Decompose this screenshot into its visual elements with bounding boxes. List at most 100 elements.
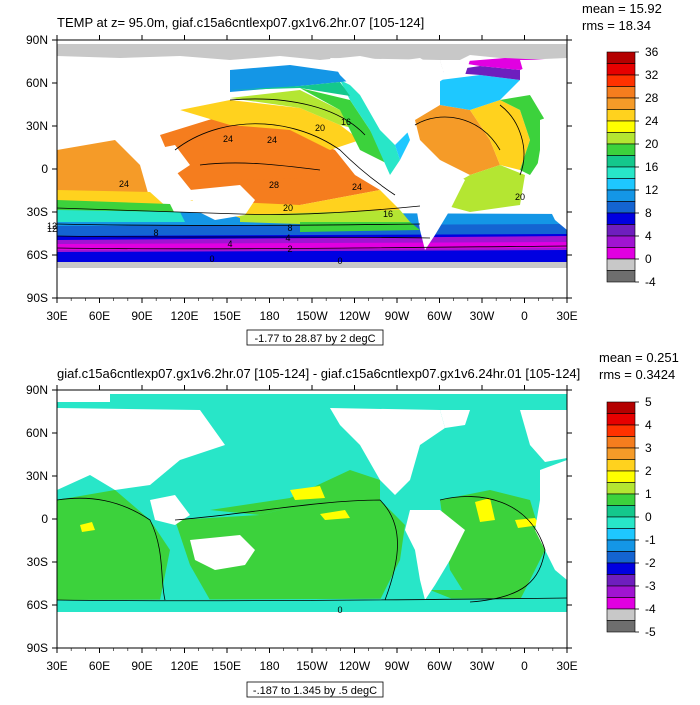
colorbar: 36 32 28 24 20 16 12 8 4 0 -4 [606,45,659,289]
colorbar-label: 1 [645,487,652,501]
contour-label: 12 [47,221,57,231]
longitude-labels: 30E 60E 90E 120E 150E 180 150W 120W 90W 60W 30W 0 30… [46,659,577,673]
lat-label: 30S [27,555,48,569]
colorbar-swatch [606,516,636,529]
colorbar-label: -4 [645,602,656,616]
map-field [57,390,567,648]
latitude-labels: 90N 60N 30N 0 30S 60S 90S [26,33,48,305]
contour-label: 20 [515,192,525,202]
lon-label: 90E [131,309,152,323]
contour-label: 0 [337,256,342,266]
colorbar-swatch [606,51,636,64]
colorbar-label: -4 [645,275,656,289]
lon-label: 0 [521,659,528,673]
colorbar-label: 2 [645,464,652,478]
lat-label: 60N [26,426,48,440]
contour-label: 16 [341,117,351,127]
colorbar-swatch [606,424,636,437]
difference-panel: giaf.c15a6cntlexp07.gx1v6.2hr.07 [105-12… [0,350,700,700]
longitude-labels: 30E 60E 90E 120E 150E 180 150W 120W 90W 60W 30W 0 30… [46,309,577,323]
colorbar-label: -1 [645,533,656,547]
colorbar-label: 12 [645,183,659,197]
map-field [57,40,567,298]
contour-label: 4 [227,239,232,249]
contour-label: 0 [209,254,214,264]
contour-info-box: -1.77 to 28.87 by 2 degC [246,329,384,346]
colorbar-label: 20 [645,137,659,151]
contour-label: 0 [337,605,342,615]
lat-label: 0 [41,162,48,176]
lon-label: 150E [213,659,241,673]
colorbar-swatch [606,247,636,260]
temperature-map-figure: TEMP at z= 95.0m, giaf.c15a6cntlexp07.gx… [26,1,662,346]
lon-label: 150W [296,309,328,323]
colorbar-swatch [606,155,636,168]
contour-label: 24 [119,179,129,189]
contour-label: 20 [315,123,325,133]
lon-label: 120E [170,309,198,323]
contour-label: 8 [287,223,292,233]
lon-label: 30E [556,659,577,673]
colorbar-swatch [606,86,636,99]
contour-label: 20 [283,203,293,213]
lon-label: 150W [296,659,328,673]
colorbar-swatch [606,459,636,472]
lon-label: 30W [470,659,495,673]
colorbar-swatch [606,574,636,587]
colorbar-swatch [606,413,636,426]
colorbar-swatch [606,235,636,248]
contour-info: -1.77 to 28.87 by 2 degC [254,333,375,345]
colorbar-swatch [606,505,636,518]
axis-ticks [52,35,572,303]
colorbar-swatch [606,608,636,621]
colorbar-label: 0 [645,510,652,524]
lon-label: 180 [259,309,279,323]
colorbar-swatch [606,620,636,633]
lat-label: 30N [26,119,48,133]
map-title: giaf.c15a6cntlexp07.gx1v6.2hr.07 [105-12… [57,366,580,381]
colorbar-label: -5 [645,625,656,639]
lon-label: 0 [521,309,528,323]
colorbar-swatch [606,447,636,460]
lon-label: 30E [556,309,577,323]
colorbar-swatch [606,201,636,214]
colorbar-label: -2 [645,556,656,570]
colorbar-swatch [606,270,636,283]
colorbar-swatch [606,551,636,564]
lat-label: 0 [41,512,48,526]
colorbar-swatch [606,132,636,145]
lon-label: 120W [339,309,371,323]
latitude-labels: 90N 60N 30N 0 30S 60S 90S [26,383,48,655]
lat-label: 60S [27,248,48,262]
rms-value: rms = 18.34 [582,18,651,33]
contour-info-box: -.187 to 1.345 by .5 degC [246,681,384,698]
colorbar-label: 36 [645,45,659,59]
colorbar-swatch [606,166,636,179]
lon-label: 30W [470,309,495,323]
colorbar-swatch [606,539,636,552]
colorbar-swatch [606,97,636,110]
colorbar-label: 24 [645,114,659,128]
colorbar-swatch [606,120,636,133]
lon-label: 60W [427,659,452,673]
contour-label: 24 [223,134,233,144]
colorbar-swatch [606,63,636,76]
difference-map-figure: giaf.c15a6cntlexp07.gx1v6.2hr.07 [105-12… [26,350,679,698]
lat-label: 30S [27,205,48,219]
colorbar-label: -3 [645,579,656,593]
lat-label: 90N [26,383,48,397]
mean-value: mean = 15.92 [582,1,662,16]
contour-labels: 0 [337,605,342,615]
colorbar-swatch [606,482,636,495]
lon-label: 30E [46,309,67,323]
colorbar-swatch [606,224,636,237]
contour-label: 4 [285,233,290,243]
lon-label: 90W [385,659,410,673]
lat-label: 60S [27,598,48,612]
colorbar: 5 4 3 2 1 0 -1 -2 -3 -4 -5 [606,395,656,639]
lat-label: 30N [26,469,48,483]
lon-label: 150E [213,309,241,323]
contour-info: -.187 to 1.345 by .5 degC [253,685,377,697]
colorbar-label: 4 [645,229,652,243]
colorbar-label: 28 [645,91,659,105]
